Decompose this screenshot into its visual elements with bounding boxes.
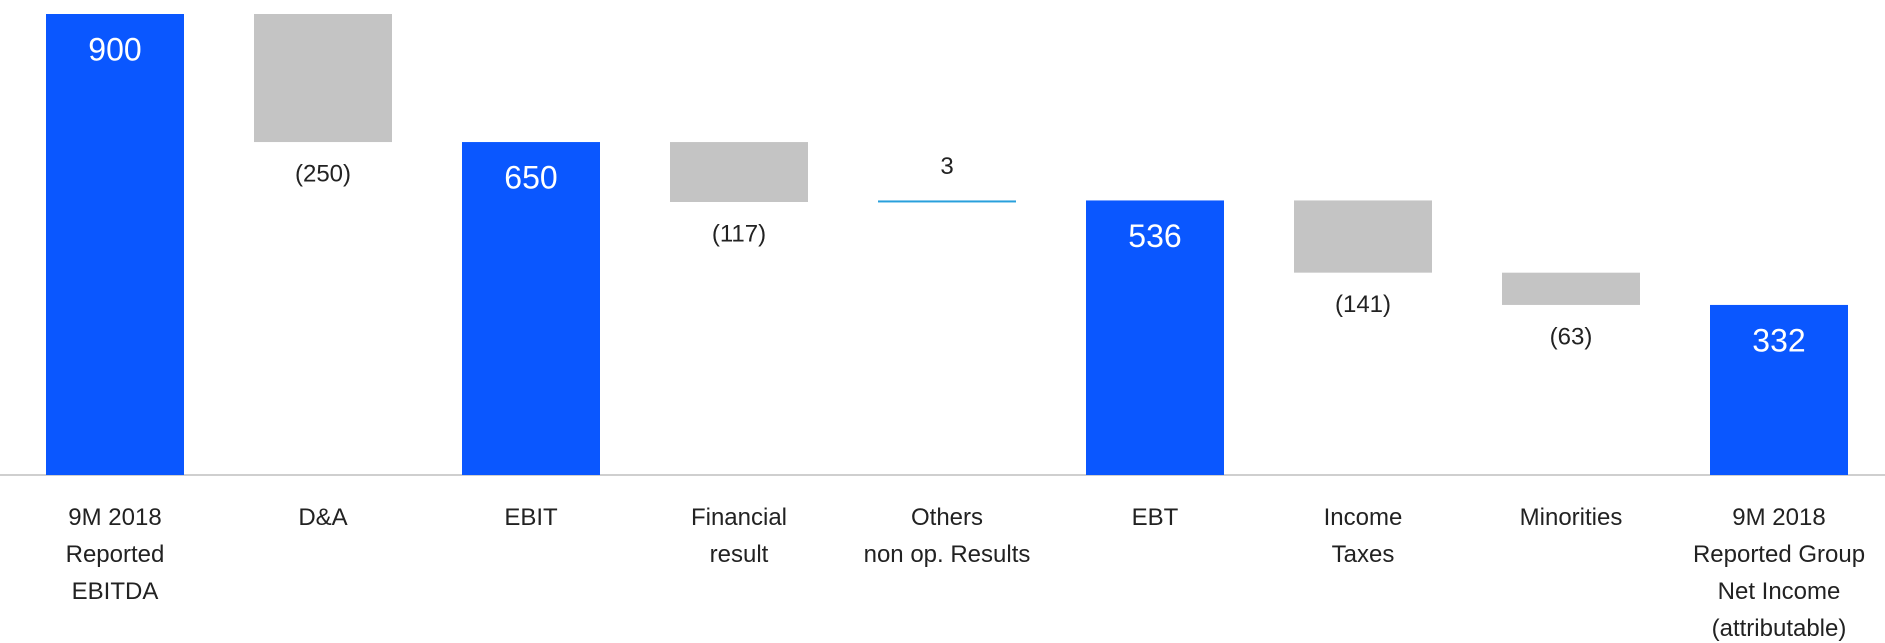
- value-label: (63): [1550, 323, 1593, 350]
- bar: [1294, 200, 1432, 273]
- x-tick-label: Minorities: [1519, 504, 1623, 531]
- value-label: 332: [1752, 322, 1805, 358]
- value-label: 650: [504, 160, 557, 196]
- bar: [254, 14, 392, 143]
- bar: [670, 142, 808, 202]
- bar: [462, 142, 600, 476]
- x-tick-label: 9M 2018 Reported Group Net Income (attri…: [1692, 504, 1866, 642]
- value-label: 3: [940, 153, 953, 180]
- bar: [46, 14, 184, 475]
- value-label: (250): [295, 160, 351, 187]
- x-tick-label: Financial result: [690, 504, 788, 568]
- bar: [1502, 272, 1640, 305]
- x-tick-label: 9M 2018 Reported EBITDA: [65, 504, 165, 605]
- x-tick-label: EBT: [1131, 504, 1179, 531]
- value-label: 536: [1128, 218, 1181, 254]
- x-tick-label: D&A: [298, 504, 348, 531]
- bar: [878, 200, 1016, 203]
- x-tick-label: Income Taxes: [1323, 504, 1403, 568]
- bar: [1086, 200, 1224, 475]
- x-tick-label: Others non op. Results: [863, 504, 1031, 568]
- x-tick-label: EBIT: [504, 504, 558, 531]
- value-label: (141): [1335, 291, 1391, 318]
- value-label: (117): [712, 220, 766, 247]
- value-label: 900: [88, 31, 141, 67]
- bar: [1710, 304, 1848, 475]
